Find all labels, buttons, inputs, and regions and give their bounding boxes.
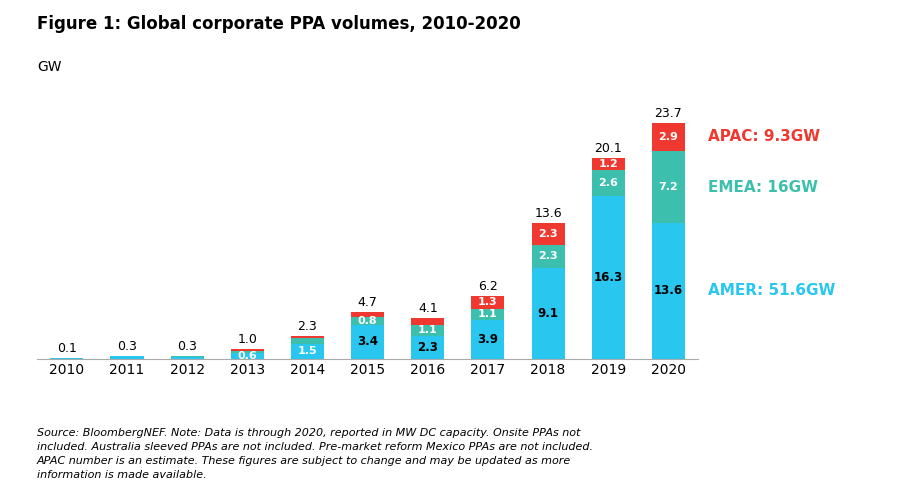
Bar	[231, 353, 264, 359]
Text: 4.7: 4.7	[357, 296, 378, 309]
Text: 1.3: 1.3	[478, 297, 498, 307]
Bar	[652, 123, 685, 151]
Text: Figure 1: Global corporate PPA volumes, 2010-2020: Figure 1: Global corporate PPA volumes, …	[37, 15, 520, 33]
Text: EMEA: 16GW: EMEA: 16GW	[708, 180, 818, 195]
Text: 1.1: 1.1	[418, 325, 437, 335]
Bar	[110, 356, 143, 359]
Bar	[291, 336, 324, 338]
Text: 2.3: 2.3	[539, 251, 558, 261]
Text: 2.3: 2.3	[539, 229, 558, 239]
Bar	[471, 309, 505, 320]
Text: 2.3: 2.3	[298, 320, 317, 333]
Text: 1.1: 1.1	[478, 309, 498, 319]
Bar	[231, 351, 264, 353]
Text: APAC: 9.3GW: APAC: 9.3GW	[708, 129, 820, 144]
Text: 7.2: 7.2	[659, 182, 678, 192]
Text: 0.3: 0.3	[117, 340, 137, 353]
Bar	[351, 317, 384, 325]
Text: 1.2: 1.2	[598, 159, 618, 169]
Text: 0.3: 0.3	[177, 340, 197, 353]
Bar	[531, 223, 564, 245]
Bar	[471, 296, 505, 309]
Text: 9.1: 9.1	[538, 307, 559, 320]
Bar	[291, 338, 324, 344]
Bar	[411, 318, 444, 325]
Bar	[351, 325, 384, 359]
Bar	[592, 196, 625, 359]
Bar	[231, 349, 264, 351]
Text: 1.0: 1.0	[237, 333, 257, 346]
Bar	[351, 312, 384, 317]
Text: 16.3: 16.3	[594, 271, 623, 284]
Text: 3.9: 3.9	[477, 333, 498, 346]
Text: 20.1: 20.1	[595, 142, 622, 155]
Bar	[411, 336, 444, 359]
Bar	[592, 158, 625, 170]
Text: GW: GW	[37, 60, 62, 74]
Text: 6.2: 6.2	[478, 280, 498, 293]
Bar	[411, 325, 444, 336]
Bar	[471, 320, 505, 359]
Bar	[531, 245, 564, 268]
Text: 0.8: 0.8	[357, 316, 378, 326]
Text: 2.3: 2.3	[417, 341, 438, 354]
Bar	[652, 223, 685, 359]
Text: 2.6: 2.6	[598, 178, 618, 188]
Text: 13.6: 13.6	[653, 284, 683, 297]
Bar	[171, 357, 204, 359]
Text: 2.9: 2.9	[658, 132, 678, 142]
Text: 13.6: 13.6	[534, 207, 562, 220]
Bar	[592, 170, 625, 196]
Bar	[51, 358, 84, 359]
Text: AMER: 51.6GW: AMER: 51.6GW	[708, 283, 835, 298]
Bar	[531, 268, 564, 359]
Text: 3.4: 3.4	[357, 335, 378, 348]
Text: 23.7: 23.7	[654, 107, 682, 120]
Bar	[171, 356, 204, 357]
Text: 4.1: 4.1	[418, 302, 437, 315]
Text: 1.5: 1.5	[298, 346, 317, 356]
Bar	[291, 344, 324, 359]
Text: 0.1: 0.1	[57, 342, 77, 355]
Text: Source: BloombergNEF. Note: Data is through 2020, reported in MW DC capacity. On: Source: BloombergNEF. Note: Data is thro…	[37, 428, 593, 480]
Bar	[652, 151, 685, 223]
Text: 0.6: 0.6	[237, 351, 257, 361]
